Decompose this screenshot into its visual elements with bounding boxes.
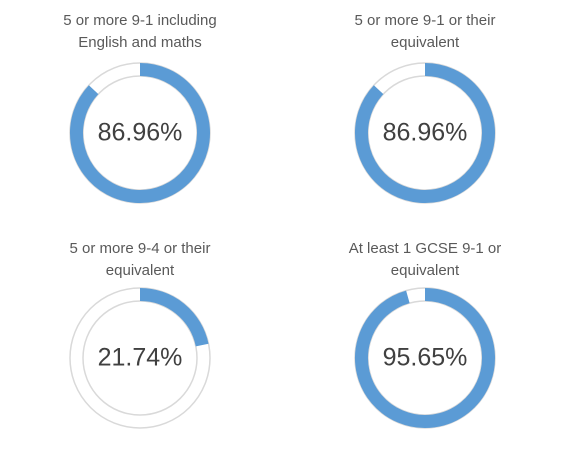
center-label: 86.96%: [383, 119, 468, 147]
chart-title: At least 1 GCSE 9-1 or equivalent: [348, 240, 502, 279]
chart-title: 5 or more 9-4 or their equivalent: [69, 240, 211, 279]
donut-arc: [139, 288, 209, 347]
center-label: 21.74%: [98, 344, 183, 372]
donut-arc: [355, 63, 495, 203]
center-label: 86.96%: [98, 119, 183, 147]
chart-title: 5 or more 9-1 including English and math…: [63, 12, 217, 51]
center-label: 95.65%: [383, 344, 468, 372]
donut-arc: [70, 63, 210, 203]
donut-arc: [355, 288, 495, 428]
chart-title: 5 or more 9-1 or their equivalent: [354, 12, 496, 51]
